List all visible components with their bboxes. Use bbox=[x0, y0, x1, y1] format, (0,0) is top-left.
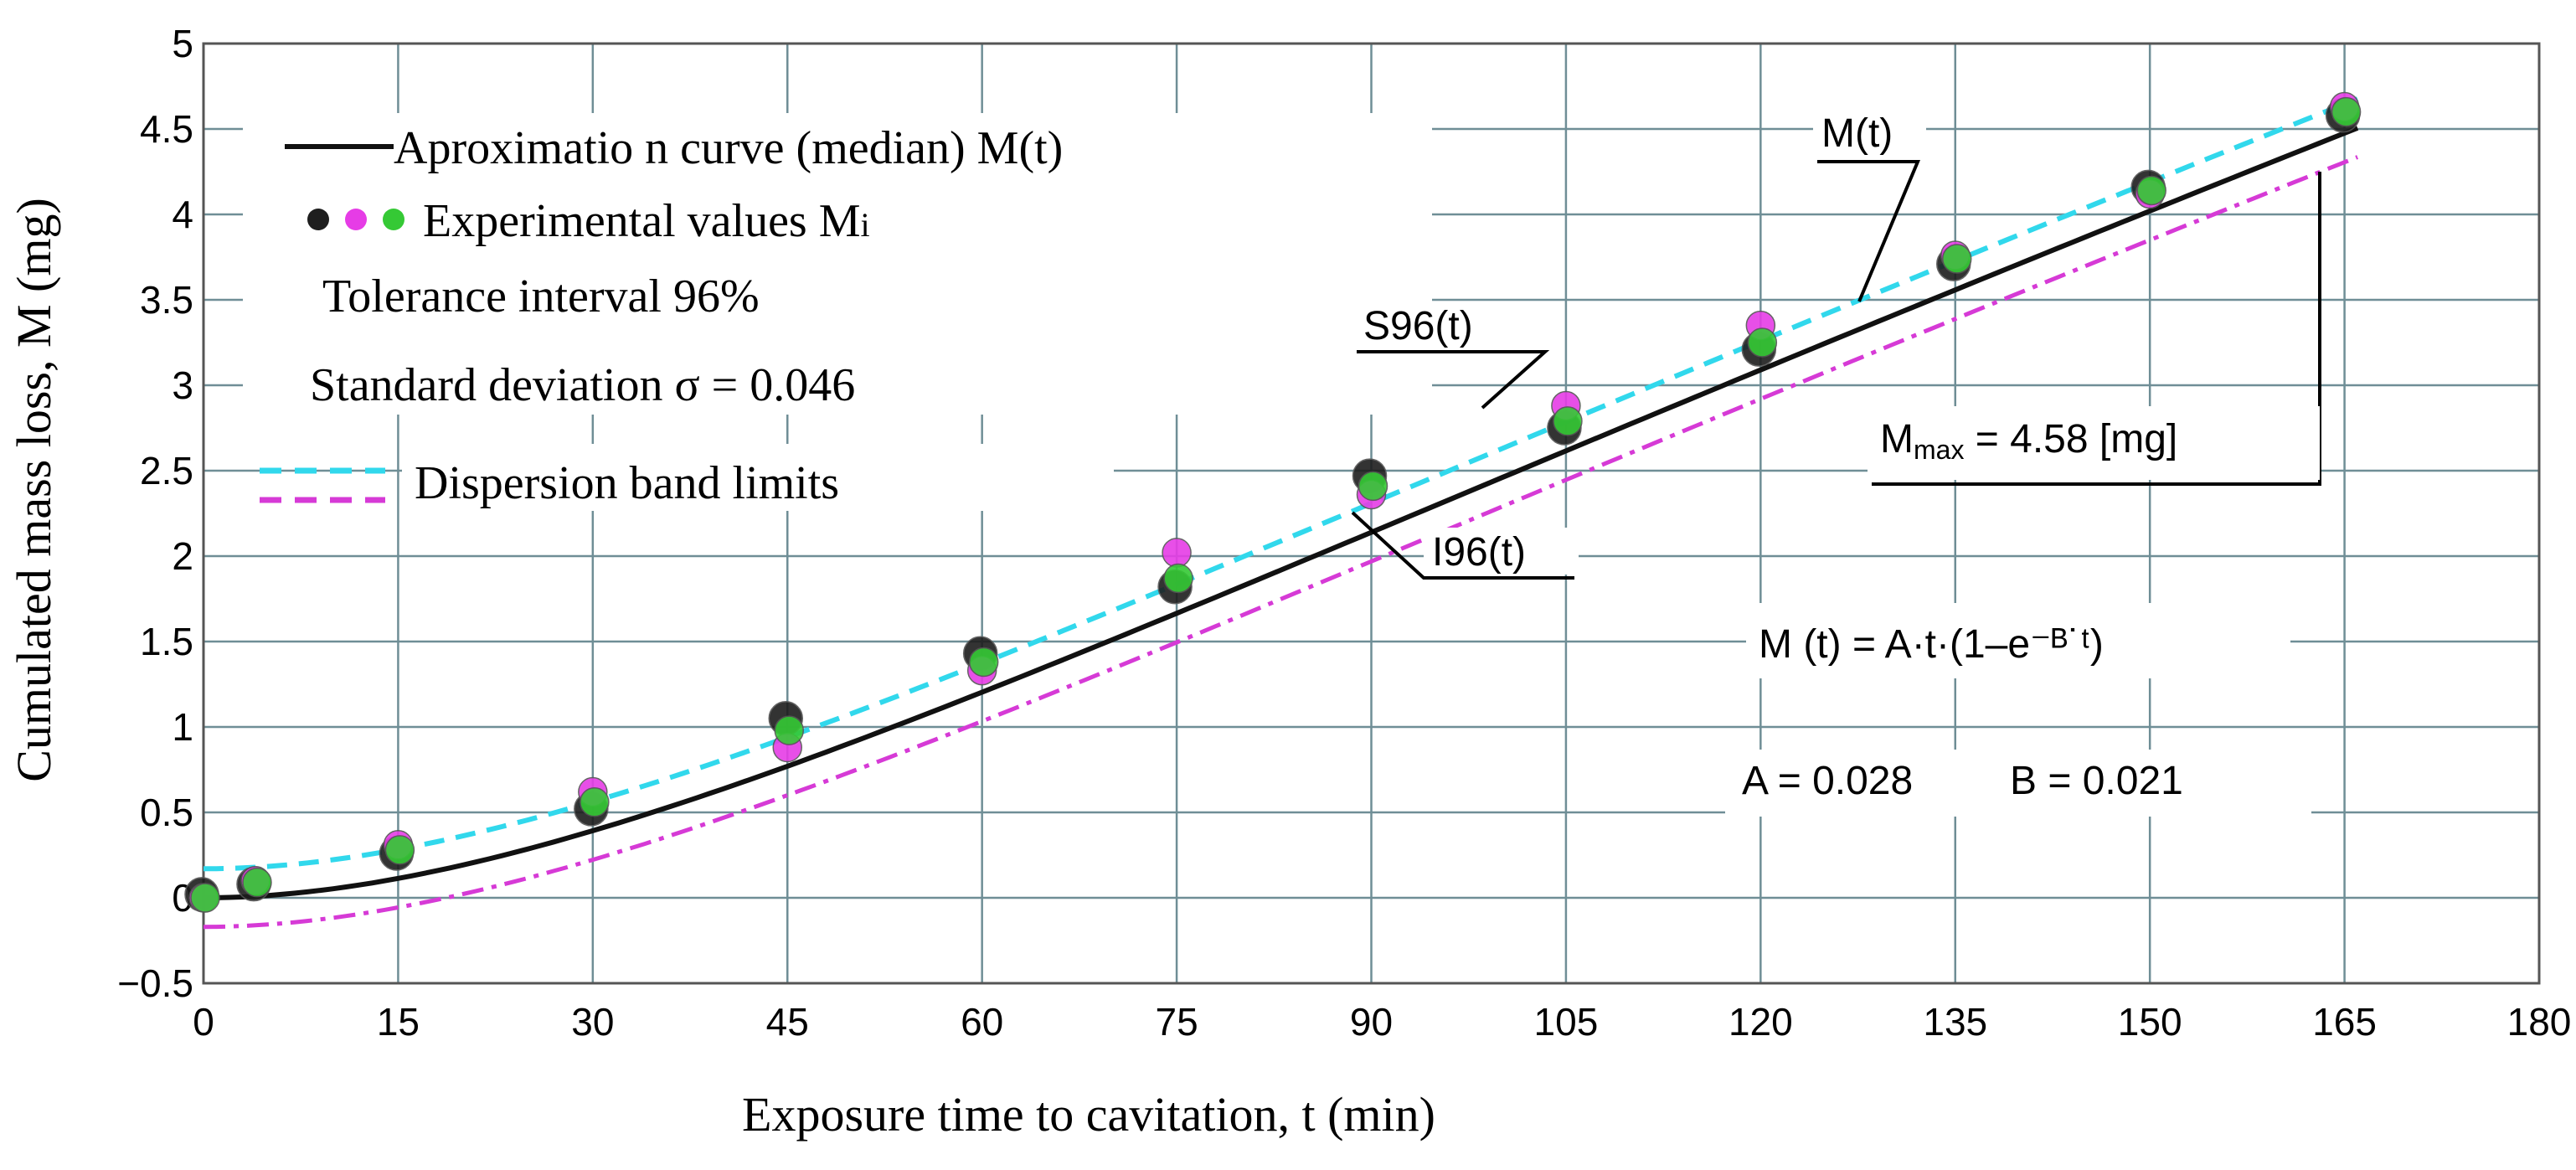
y-tick-label: −0.5 bbox=[117, 961, 193, 1005]
y-tick-label: 1 bbox=[172, 705, 193, 749]
experimental-point bbox=[2331, 96, 2362, 127]
experimental-point bbox=[1358, 471, 1388, 502]
annotation-mmax: Mmax = 4.58 [mg] bbox=[1868, 172, 2321, 486]
experimental-point bbox=[190, 883, 220, 913]
legend-label-standard-deviation: Standard deviation σ = 0.046 bbox=[310, 359, 855, 411]
annotation-formula: M (t) = A·t·(1–e⁻ᴮ˙ᵗ) bbox=[1746, 603, 2290, 678]
x-tick-label: 120 bbox=[1728, 1000, 1793, 1044]
legend: Aproximatio n curve (median) M(t) Experi… bbox=[243, 113, 1432, 511]
experimental-point bbox=[774, 715, 804, 745]
legend-label-tolerance-interval: Tolerance interval 96% bbox=[322, 271, 760, 322]
annotation-i96-label-bg bbox=[1424, 528, 1579, 575]
y-axis-title: Cumulated mass loss, M (mg) bbox=[7, 198, 61, 782]
y-tick-label: 5 bbox=[172, 22, 193, 65]
annotation-s96: S96(t) bbox=[1357, 302, 1550, 410]
y-tick-label: 4 bbox=[172, 193, 193, 236]
experimental-point bbox=[1747, 327, 1778, 358]
plot-area-frame bbox=[202, 42, 2541, 985]
x-tick-label: 105 bbox=[1534, 1000, 1599, 1044]
y-tick-label: 2.5 bbox=[140, 449, 193, 492]
y-tick-label: 3 bbox=[172, 363, 193, 407]
legend-label-experimental-values: Experimental values Mi bbox=[423, 195, 870, 247]
annotation-mt: M(t) bbox=[1813, 109, 1926, 302]
x-axis-title: Exposure time to cavitation, t (min) bbox=[742, 1087, 1435, 1142]
experimental-point bbox=[580, 787, 610, 817]
x-tick-label: 150 bbox=[2118, 1000, 2182, 1044]
annotation-mt-leader bbox=[1817, 160, 1921, 302]
x-tick-label: 75 bbox=[1155, 1000, 1198, 1044]
experimental-point bbox=[1162, 538, 1192, 568]
x-tick-label: 60 bbox=[961, 1000, 1003, 1044]
x-tick-label: 90 bbox=[1350, 1000, 1393, 1044]
annotation-mmax-label: Mmax = 4.58 [mg] bbox=[1880, 417, 2177, 465]
legend-swatch-magenta-dot bbox=[345, 209, 367, 230]
annotation-mmax-leader bbox=[1872, 172, 2321, 486]
x-tick-label: 30 bbox=[571, 1000, 614, 1044]
legend-label-approximation-curve: Aproximatio n curve (median) M(t) bbox=[394, 122, 1063, 174]
i96-lower-band-curve bbox=[203, 155, 2359, 930]
x-tick-label: 165 bbox=[2312, 1000, 2377, 1044]
legend-swatch-green-dot bbox=[383, 209, 404, 230]
legend-background bbox=[243, 113, 1432, 415]
experimental-point bbox=[1553, 406, 1583, 436]
y-tick-label: 2 bbox=[172, 534, 193, 578]
x-tick-label: 135 bbox=[1923, 1000, 1987, 1044]
annotation-s96-label-bg bbox=[1357, 302, 1524, 350]
annotation-s96-leader bbox=[1357, 350, 1550, 410]
legend-swatch-black-dot bbox=[307, 209, 329, 230]
annotation-formula-text: M (t) = A·t·(1–e⁻ᴮ˙ᵗ) bbox=[1759, 622, 2104, 667]
experimental-point bbox=[968, 647, 999, 678]
experimental-point bbox=[384, 835, 415, 865]
x-tick-label: 0 bbox=[193, 1000, 214, 1044]
x-tick-label: 15 bbox=[377, 1000, 420, 1044]
annotation-mmax-label-bg bbox=[1868, 406, 2320, 480]
annotation-parameters: A = 0.028 B = 0.021 bbox=[1725, 750, 2311, 817]
annotation-formula-bg bbox=[1746, 603, 2290, 678]
y-tick-label: 0.5 bbox=[140, 791, 193, 834]
experimental-points bbox=[184, 91, 2362, 913]
annotation-i96: I96(t) bbox=[1351, 511, 1579, 580]
s96-upper-band-curve bbox=[203, 96, 2359, 872]
annotation-mt-label: M(t) bbox=[1821, 111, 1893, 156]
legend-label-bg-dispersion bbox=[402, 444, 1114, 511]
axis-ticks: 0 15 30 45 60 75 90 105 120 135 150 165 180−0.500.51… bbox=[117, 22, 2571, 1044]
annotation-param-a: A = 0.028 bbox=[1742, 759, 1913, 803]
x-tick-label: 180 bbox=[2507, 1000, 2572, 1044]
experimental-point bbox=[1942, 244, 1972, 274]
y-tick-label: 3.5 bbox=[140, 278, 193, 322]
y-tick-label: 4.5 bbox=[140, 107, 193, 151]
annotation-i96-leader bbox=[1351, 511, 1574, 580]
experimental-point bbox=[242, 867, 272, 898]
median-curve-mt bbox=[203, 126, 2359, 900]
x-tick-label: 45 bbox=[766, 1000, 809, 1044]
experimental-point bbox=[1163, 563, 1193, 594]
annotation-parameters-bg bbox=[1725, 750, 2311, 817]
annotation-param-b: B = 0.021 bbox=[2010, 759, 2183, 803]
annotation-i96-label: I96(t) bbox=[1432, 530, 1526, 575]
experimental-point bbox=[2136, 175, 2166, 206]
legend-label-dispersion-band: Dispersion band limits bbox=[415, 457, 839, 509]
annotation-s96-label: S96(t) bbox=[1363, 304, 1473, 348]
y-tick-label: 1.5 bbox=[140, 620, 193, 663]
annotation-mt-label-bg bbox=[1813, 109, 1926, 159]
